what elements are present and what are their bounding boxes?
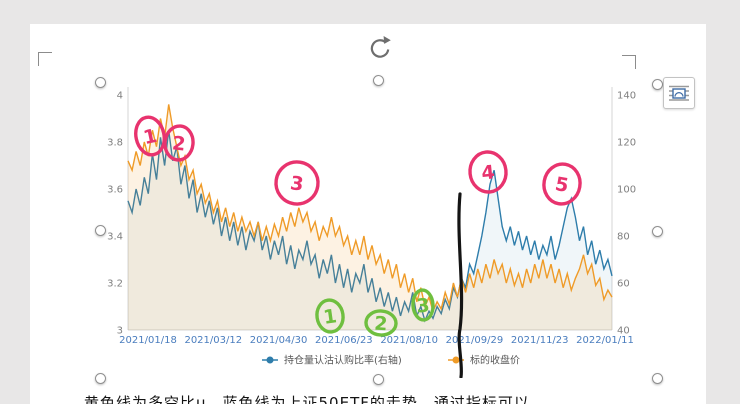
right-axis-tick: 140 [617, 91, 636, 102]
x-axis-tick: 2021/08/10 [380, 335, 438, 346]
handdrawn-circle-pink-3 [274, 160, 320, 206]
handdrawn-number-green-3: 3 [416, 295, 431, 318]
selected-chart-image[interactable]: 4 3.8 3.6 3.4 3.2 3 140 120 100 80 60 40 2021/01/18 2… [100, 82, 657, 378]
handdrawn-circle-green-3 [411, 288, 435, 322]
x-axis-tick: 2021/03/12 [184, 335, 242, 346]
series-line-ratio [127, 130, 613, 323]
etf-pcr-chart: 4 3.8 3.6 3.4 3.2 3 140 120 100 80 60 40 2021/01/18 2… [107, 87, 636, 378]
handdrawn-circle-pink-2 [163, 124, 195, 162]
caption-text[interactable]: 黄色线为多空比u，蓝色线为上证50ETF的走势，通过指标可以 [84, 394, 530, 404]
right-axis-tick: 40 [617, 326, 630, 337]
left-axis-tick: 3.2 [107, 279, 123, 290]
selection-handle-middle-right[interactable] [651, 225, 663, 237]
selection-handle-bottom-left[interactable] [94, 372, 106, 384]
x-axis-tick: 2021/11/23 [511, 335, 569, 346]
handdrawn-number-pink-3: 3 [289, 172, 305, 196]
selection-handle-bottom-center[interactable] [372, 373, 384, 385]
legend-label: 标的收盘价 [470, 354, 520, 367]
series-area [128, 130, 612, 330]
x-axis-tick: 2022/01/11 [576, 335, 634, 346]
legend-marker-dot [266, 356, 274, 364]
handdrawn-number-pink-5: 5 [553, 173, 570, 197]
x-axis-tick: 2021/04/30 [250, 335, 308, 346]
handdrawn-number-green-2: 2 [374, 313, 389, 336]
handdrawn-number-pink-1: 1 [141, 125, 159, 149]
right-axis-tick: 80 [617, 232, 630, 243]
right-axis-tick: 120 [617, 138, 636, 149]
handdrawn-circle-green-1 [315, 298, 345, 334]
x-axis-tick: 2021/09/29 [446, 335, 504, 346]
left-axis-tick: 3 [117, 326, 123, 337]
handdrawn-circle-green-2 [364, 309, 398, 337]
handdrawn-circle-pink-1 [134, 115, 166, 157]
selection-handle-middle-left[interactable] [94, 224, 106, 236]
selection-handle-bottom-right[interactable] [651, 372, 663, 384]
handdrawn-vertical-line [457, 192, 464, 378]
legend-label: 持仓量认沽认购比率(右轴) [284, 354, 402, 367]
left-axis-tick: 3.8 [107, 138, 123, 149]
margin-corner-mark-right [622, 55, 636, 69]
layout-options-icon [669, 85, 689, 101]
handdrawn-circle-pink-5 [542, 162, 582, 206]
right-axis-tick: 60 [617, 279, 630, 290]
layout-options-button[interactable] [663, 77, 695, 109]
rotate-handle-icon[interactable] [366, 33, 394, 61]
handdrawn-number-pink-2: 2 [171, 132, 186, 155]
selection-handle-top-right[interactable] [651, 78, 663, 90]
handdrawn-number-pink-4: 4 [480, 161, 495, 184]
series-line-price [127, 104, 613, 314]
selection-handle-top-center[interactable] [372, 74, 384, 86]
handdrawn-number-green-1: 1 [322, 305, 338, 329]
left-axis-tick: 3.4 [107, 232, 123, 243]
legend-marker-dot [452, 356, 460, 364]
x-axis-tick: 2021/06/23 [315, 335, 373, 346]
series-area [128, 104, 612, 331]
x-axis-tick: 2021/01/18 [119, 335, 177, 346]
margin-corner-mark-left [38, 52, 52, 66]
left-axis-tick: 3.6 [107, 185, 123, 196]
handdrawn-circle-pink-4 [468, 150, 508, 194]
selection-handle-top-left[interactable] [94, 76, 106, 88]
right-axis-tick: 100 [617, 185, 636, 196]
left-axis-tick: 4 [117, 91, 123, 102]
